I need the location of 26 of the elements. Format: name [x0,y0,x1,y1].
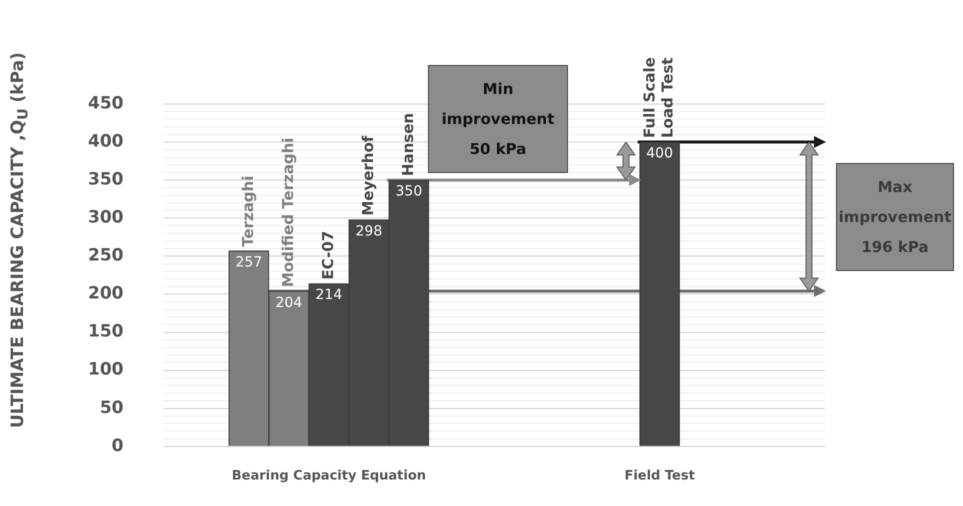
text: Full Scale Load Test [640,57,677,138]
data-label: 204 [275,294,302,311]
y-tick-label: 300 [88,208,124,228]
y-tick-label: 100 [88,360,124,380]
x-tick-label: Bearing Capacity Equation [232,468,426,484]
text: Modified Terzaghi [278,138,297,288]
text: Terzaghi [238,176,257,247]
text: Hansen [398,112,417,176]
y-tick-label: 50 [100,398,124,418]
data-label: 298 [355,223,382,240]
y-tick-label: 450 [88,93,124,114]
data-label: 400 [646,146,673,162]
text: Max improvement 196 kPa [836,163,954,271]
annotation: Min improvement 50 kPa [428,65,568,173]
y-tick-label: 200 [88,284,124,304]
x-tick-label: Field Test [624,468,695,484]
y-tick-label: 400 [88,131,124,152]
y-tick-label: 250 [88,246,124,266]
text: EC-07 [318,230,337,280]
data-label: 350 [395,184,422,200]
data-label: 214 [315,287,342,304]
y-tick-label: 150 [88,322,124,342]
data-label: 257 [235,254,262,270]
text: Meyerhof [358,135,377,216]
y-tick-label: 350 [88,170,124,190]
y-tick-label: 0 [112,436,124,456]
